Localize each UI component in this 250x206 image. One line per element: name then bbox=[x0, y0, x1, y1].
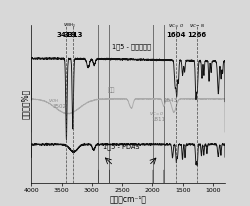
Text: $\nu_{OH}$: $\nu_{OH}$ bbox=[48, 97, 58, 105]
Text: $\nu_{C-N}$: $\nu_{C-N}$ bbox=[189, 22, 205, 30]
Text: 3502: 3502 bbox=[52, 104, 66, 109]
Text: 1266: 1266 bbox=[187, 32, 206, 38]
Text: 3419: 3419 bbox=[56, 32, 76, 38]
Text: $\nu_{C=O}$: $\nu_{C=O}$ bbox=[150, 110, 165, 118]
Text: 1811: 1811 bbox=[152, 117, 166, 122]
Text: 1604: 1604 bbox=[166, 32, 186, 38]
Text: $\nu_{C=O}$: $\nu_{C=O}$ bbox=[168, 22, 184, 30]
Text: 1，5 - 二氧基蒂郸: 1，5 - 二氧基蒂郸 bbox=[112, 43, 151, 50]
Text: 3313: 3313 bbox=[63, 32, 82, 38]
Text: $\nu_{NH_2}$: $\nu_{NH_2}$ bbox=[63, 21, 76, 30]
Text: 1，5 - PDAS: 1，5 - PDAS bbox=[102, 144, 139, 150]
Text: 1643: 1643 bbox=[164, 98, 177, 103]
Y-axis label: 透过率（%）: 透过率（%） bbox=[21, 89, 30, 119]
X-axis label: 波数（cm⁻¹）: 波数（cm⁻¹） bbox=[110, 195, 146, 204]
Text: 水膜: 水膜 bbox=[108, 87, 115, 93]
